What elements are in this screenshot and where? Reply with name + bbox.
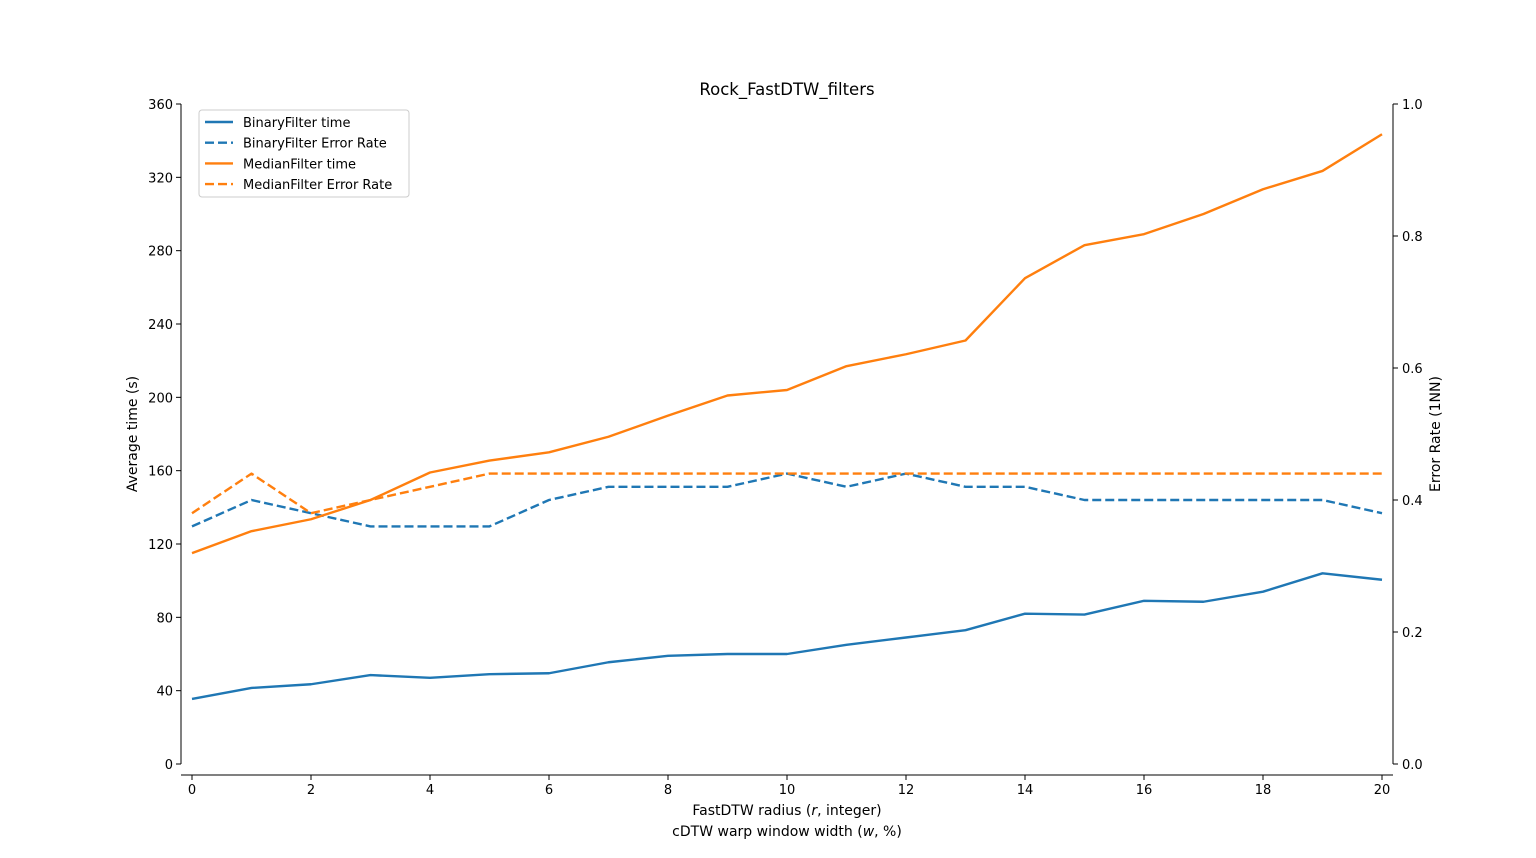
- series-line-medianfilter-error-rate: [191, 472, 1382, 515]
- y-tick-label-left: 280: [148, 245, 173, 260]
- y-tick-label-right: 0.8: [1402, 230, 1423, 245]
- y-tick-label-right: 0.2: [1402, 626, 1423, 641]
- x-tick-label: 18: [1255, 783, 1272, 798]
- series-group: [191, 133, 1383, 701]
- y-tick-label-left: 360: [148, 98, 173, 113]
- series-line-binaryfilter-time: [191, 572, 1383, 701]
- x-tick-label: 6: [545, 783, 553, 798]
- legend-label: MedianFilter time: [243, 157, 356, 172]
- x-tick-label: 4: [426, 783, 434, 798]
- x-tick-label: 14: [1017, 783, 1034, 798]
- y-axis-label-right: Error Rate (1NN): [1428, 376, 1444, 492]
- y-tick-label-right: 0.0: [1402, 758, 1423, 773]
- y-tick-label-left: 320: [148, 171, 173, 186]
- legend: BinaryFilter time BinaryFilter Error Rate…: [198, 109, 410, 198]
- y-tick-label-right: 1.0: [1402, 98, 1423, 113]
- y-tick-label-left: 40: [156, 685, 173, 700]
- y-tick-label-right: 0.6: [1402, 362, 1423, 377]
- legend-label: BinaryFilter time: [243, 116, 350, 131]
- y-ticks-left: 0 40 80 120 160 200 240 280 320 360: [148, 98, 181, 773]
- y-tick-label-left: 200: [148, 391, 173, 406]
- legend-box: [198, 109, 410, 198]
- series-line-binaryfilter-error-rate: [191, 472, 1383, 528]
- x-tick-label: 16: [1136, 783, 1153, 798]
- y-tick-label-left: 160: [148, 465, 173, 480]
- y-ticks-right: 0.0 0.2 0.4 0.6 0.8 1.0: [1393, 98, 1423, 773]
- x-tick-label: 8: [664, 783, 672, 798]
- x-ticks: 0 2 4 6 8 10 12 14 16 18 20: [188, 775, 1390, 798]
- x-tick-label: 10: [779, 783, 796, 798]
- y-axis-label-left: Average time (s): [125, 376, 141, 492]
- y-tick-label-left: 120: [148, 538, 173, 553]
- y-tick-label-left: 240: [148, 318, 173, 333]
- x-axis-label-secondary: cDTW warp window width (w, %): [672, 824, 902, 840]
- x-tick-label: 0: [188, 783, 196, 798]
- y-tick-label-left: 0: [165, 758, 173, 773]
- legend-label: MedianFilter Error Rate: [243, 178, 392, 193]
- y-tick-label-right: 0.4: [1402, 494, 1423, 509]
- chart-title: Rock_FastDTW_filters: [699, 80, 874, 100]
- x-tick-label: 12: [898, 783, 915, 798]
- y-tick-label-left: 80: [156, 611, 173, 626]
- legend-label: BinaryFilter Error Rate: [243, 137, 387, 152]
- series-line-medianfilter-time: [191, 133, 1383, 555]
- x-tick-label: 2: [307, 783, 315, 798]
- x-axis-label: FastDTW radius (r, integer): [692, 803, 881, 819]
- x-tick-label: 20: [1374, 783, 1391, 798]
